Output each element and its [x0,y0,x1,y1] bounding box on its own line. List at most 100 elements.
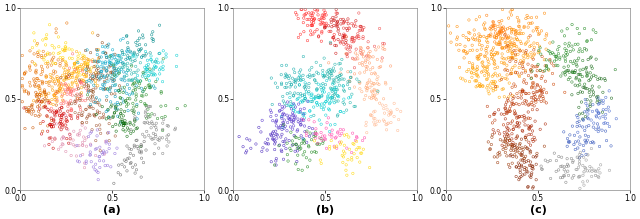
Point [117,86,127,90]
Point [585,104,595,108]
Point [97,105,108,108]
Point [90,148,100,151]
Point [541,58,551,62]
Point [289,134,300,137]
Point [358,139,368,142]
Point [342,146,352,150]
Point [602,122,612,125]
Point [514,20,524,24]
Point [47,59,57,63]
Point [58,99,68,102]
Point [71,94,81,98]
Point [526,16,536,19]
Point [315,158,325,162]
Point [344,27,355,30]
Point [488,55,498,59]
Point [90,82,100,85]
Point [298,137,308,140]
Point [508,102,518,106]
Point [359,26,369,29]
Point [319,105,330,108]
Point [99,88,109,91]
Point [146,136,156,140]
Point [310,132,320,136]
Point [444,24,454,28]
Point [518,173,528,177]
Point [307,14,317,18]
Point [477,84,488,88]
Point [525,34,535,38]
Point [273,86,283,89]
Point [32,42,42,45]
Point [106,165,116,169]
Point [79,73,89,76]
Point [151,122,161,125]
Point [129,117,140,121]
Point [568,62,579,65]
Point [490,23,500,27]
Point [474,32,484,36]
Point [319,137,330,141]
Point [502,122,513,125]
Point [105,90,115,93]
Point [48,51,58,55]
Point [275,126,285,129]
Point [56,90,66,94]
Point [294,74,305,78]
Point [515,62,525,65]
Point [34,84,44,88]
Point [48,103,58,106]
Point [464,18,474,22]
Point [321,23,331,27]
Point [102,164,113,167]
Point [490,31,500,35]
Point [339,128,349,132]
Point [309,135,319,138]
Point [300,141,310,145]
Point [564,141,574,144]
Point [113,115,123,118]
Point [545,41,555,45]
Point [360,94,371,97]
Point [339,97,349,101]
Point [326,72,336,76]
Point [578,174,588,177]
Point [496,112,506,116]
Point [611,117,621,120]
Point [275,143,285,147]
Point [523,170,533,174]
Point [41,81,51,84]
Point [372,78,382,81]
Point [589,121,599,125]
Point [490,118,500,122]
Point [595,116,605,120]
Point [332,20,342,24]
Point [392,129,403,132]
Point [56,114,67,117]
Point [115,54,125,57]
Point [317,94,327,97]
Point [109,78,120,81]
Point [26,104,36,107]
Point [93,84,103,87]
Point [338,18,348,21]
Point [55,87,65,90]
Point [526,51,536,55]
Point [524,102,534,106]
Point [276,83,287,86]
Point [127,166,138,169]
Point [476,70,486,74]
Point [470,38,481,42]
Point [305,73,315,77]
Point [511,165,522,169]
Point [526,68,536,71]
Point [48,61,58,65]
Point [76,80,86,84]
Point [515,163,525,167]
Point [346,95,356,99]
Point [472,49,482,52]
Point [377,59,387,63]
Point [293,110,303,114]
Point [304,82,314,85]
Point [24,110,34,113]
